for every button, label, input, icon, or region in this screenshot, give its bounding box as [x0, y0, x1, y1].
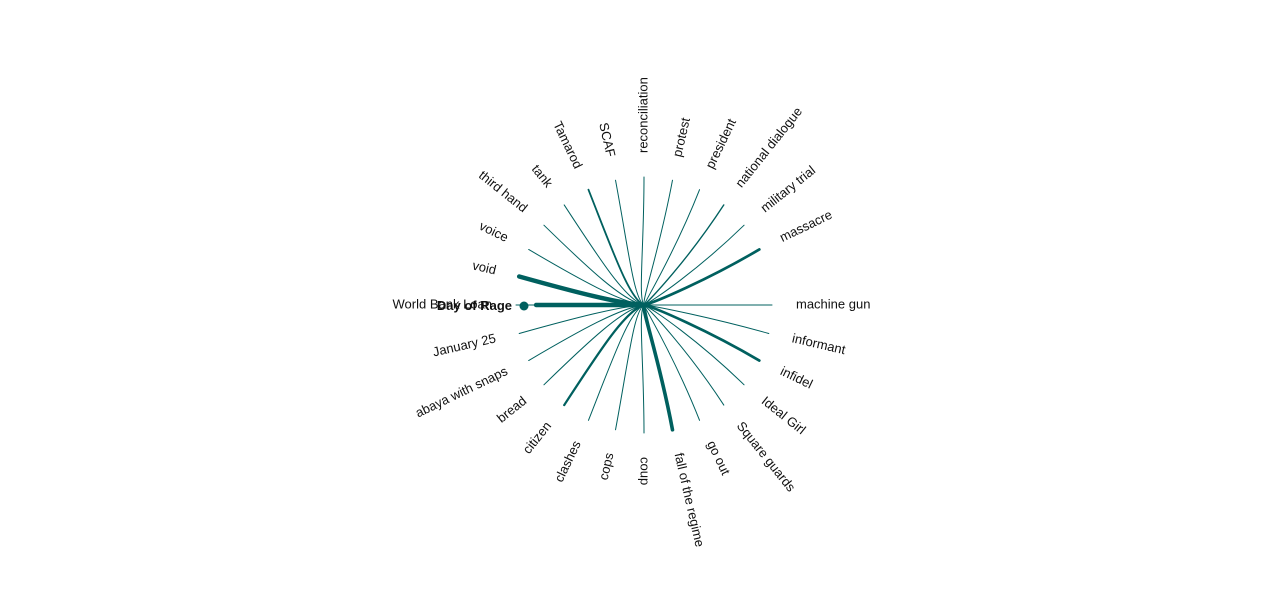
- link-citizen: [563, 303, 646, 407]
- link-reconciliation: [640, 176, 645, 306]
- link-coup: [640, 304, 645, 434]
- term-label-tank[interactable]: tank: [529, 162, 556, 191]
- term-label-scaf[interactable]: SCAF: [596, 121, 618, 158]
- term-label-military-trial[interactable]: military trial: [757, 162, 818, 215]
- link-bread: [543, 304, 645, 386]
- term-label-reconciliation[interactable]: reconciliation: [635, 77, 650, 153]
- link-square-guards: [643, 304, 725, 406]
- link-national-dialogue: [643, 204, 725, 306]
- link-protest: [643, 179, 673, 306]
- link-fall-of-the-regime: [642, 303, 675, 432]
- link-third-hand: [543, 224, 645, 306]
- link-tank: [563, 204, 645, 306]
- term-label-machine-gun[interactable]: machine gun: [796, 296, 870, 311]
- center-term-label[interactable]: Day of Rage: [437, 298, 512, 313]
- term-label-citizen[interactable]: citizen: [520, 418, 555, 456]
- link-cops: [615, 304, 645, 431]
- term-label-third-hand[interactable]: third hand: [476, 167, 531, 215]
- term-label-clashes[interactable]: clashes: [551, 438, 584, 485]
- term-label-coup[interactable]: coup: [638, 457, 653, 485]
- link-ideal-girl: [643, 304, 745, 386]
- link-abaya-with-snaps: [528, 304, 645, 362]
- link-informant: [643, 304, 770, 334]
- term-label-bread[interactable]: bread: [494, 393, 529, 425]
- link-clashes: [587, 304, 645, 421]
- term-label-world-bank-loan[interactable]: World Bank Loan: [393, 296, 493, 311]
- term-label-square-guards[interactable]: Square guards: [734, 418, 799, 494]
- term-label-voice[interactable]: voice: [477, 218, 511, 245]
- term-label-massacre[interactable]: massacre: [777, 207, 834, 245]
- link-go-out: [643, 304, 701, 421]
- term-label-fall-of-the-regime[interactable]: fall of the regime: [672, 451, 708, 548]
- center-term-dot[interactable]: [519, 301, 529, 311]
- term-label-ideal-girl[interactable]: Ideal Girl: [759, 393, 809, 437]
- term-label-protest[interactable]: protest: [669, 116, 693, 158]
- link-infidel: [642, 303, 761, 362]
- link-scaf: [615, 179, 645, 306]
- link-massacre: [642, 248, 761, 307]
- term-label-tamarod[interactable]: Tamarod: [550, 119, 585, 171]
- link-tamarod: [587, 188, 645, 306]
- term-label-void[interactable]: void: [471, 258, 498, 278]
- term-label-cops[interactable]: cops: [596, 451, 617, 482]
- term-label-january-25[interactable]: January 25: [431, 330, 497, 359]
- term-label-go-out[interactable]: go out: [704, 438, 733, 477]
- term-label-infidel[interactable]: infidel: [778, 363, 815, 391]
- term-label-president[interactable]: president: [702, 116, 739, 171]
- link-voice: [528, 248, 645, 306]
- link-president: [643, 189, 701, 306]
- term-label-informant[interactable]: informant: [791, 330, 848, 357]
- link-lines: [515, 176, 773, 434]
